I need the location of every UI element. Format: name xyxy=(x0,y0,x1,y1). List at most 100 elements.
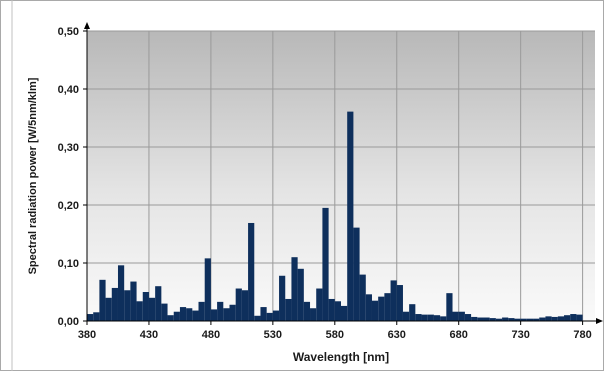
x-tick-label: 630 xyxy=(388,329,406,341)
bar xyxy=(446,293,453,321)
bar xyxy=(155,286,162,321)
x-tick-label: 430 xyxy=(140,329,158,341)
bar xyxy=(347,111,354,322)
y-axis-label: Spectral radiation power [W/5nm/klm] xyxy=(27,77,39,274)
bar xyxy=(371,300,379,321)
bar xyxy=(508,318,515,321)
bar xyxy=(310,308,317,321)
bar xyxy=(334,301,341,321)
bars-group xyxy=(87,111,583,322)
bar xyxy=(285,298,292,321)
bar xyxy=(322,207,329,321)
bar xyxy=(204,258,211,321)
bar xyxy=(179,307,187,321)
bar xyxy=(489,318,496,321)
bar xyxy=(148,297,156,321)
x-tick-label: 580 xyxy=(326,329,344,341)
x-tick-label: 380 xyxy=(78,329,96,341)
bar xyxy=(223,308,230,321)
bar xyxy=(440,316,447,321)
bar xyxy=(117,265,125,321)
bar xyxy=(235,288,242,321)
bar xyxy=(229,304,236,321)
y-tick-label: 0,40 xyxy=(58,84,79,96)
bar xyxy=(409,304,416,321)
bar xyxy=(452,311,459,321)
bar xyxy=(248,222,255,321)
bar xyxy=(390,280,397,321)
bar xyxy=(136,301,143,321)
x-tick-label: 730 xyxy=(511,329,529,341)
bar xyxy=(539,317,546,321)
bar xyxy=(415,314,422,321)
y-tick-label: 0,30 xyxy=(58,142,79,154)
bar xyxy=(564,315,571,321)
bar xyxy=(464,314,472,321)
bar xyxy=(477,317,484,321)
bar xyxy=(260,307,267,321)
bar xyxy=(402,311,410,321)
axes xyxy=(84,22,603,324)
bar xyxy=(514,318,521,321)
y-tick-label: 0,50 xyxy=(58,26,79,38)
x-axis-arrow xyxy=(596,318,603,324)
bar xyxy=(316,288,323,321)
bar xyxy=(210,309,218,321)
bar xyxy=(279,275,286,321)
bar xyxy=(365,294,372,321)
bar xyxy=(217,301,224,321)
bar xyxy=(502,317,509,321)
bar xyxy=(526,318,534,321)
grid xyxy=(87,30,595,321)
bar xyxy=(87,314,94,321)
bar xyxy=(551,316,558,321)
bar xyxy=(458,311,465,321)
bar xyxy=(167,315,174,321)
bar xyxy=(186,308,193,321)
bar xyxy=(576,314,583,321)
plot-area xyxy=(87,31,595,321)
bar xyxy=(384,293,391,321)
bar xyxy=(99,279,106,321)
bar xyxy=(105,297,112,321)
tick-labels: 380 430 480 530 580 630 680 730 780 0,00 0,10 0,20 0… xyxy=(58,26,592,341)
bar xyxy=(433,315,441,321)
bar xyxy=(142,292,149,321)
bar xyxy=(427,314,434,321)
bar xyxy=(303,301,311,321)
bar xyxy=(359,274,366,321)
bar xyxy=(173,311,180,321)
bar xyxy=(341,305,348,321)
bar xyxy=(570,314,577,321)
bar xyxy=(520,318,527,321)
bar xyxy=(353,227,360,321)
y-tick-label: 0,10 xyxy=(58,258,79,270)
bar xyxy=(266,312,273,321)
bar xyxy=(254,315,261,321)
bar xyxy=(545,316,552,321)
bar xyxy=(483,317,490,321)
bar xyxy=(378,296,385,321)
bar xyxy=(124,290,131,321)
x-tick-label: 480 xyxy=(202,329,220,341)
bar xyxy=(272,310,280,321)
bar xyxy=(241,290,249,321)
bar xyxy=(328,298,335,321)
bar xyxy=(198,301,205,321)
bar xyxy=(421,314,428,321)
bar xyxy=(192,310,199,321)
bar xyxy=(533,318,540,321)
bar xyxy=(396,285,403,321)
y-tick-label: 0,20 xyxy=(58,200,79,212)
x-axis-label: Wavelength [nm] xyxy=(293,350,389,364)
bar xyxy=(93,312,100,321)
bar xyxy=(297,268,304,321)
bar xyxy=(495,318,503,321)
x-tick-label: 530 xyxy=(264,329,282,341)
bar xyxy=(291,257,298,321)
y-axis-arrow xyxy=(84,22,90,29)
x-tick-label: 680 xyxy=(450,329,468,341)
bar xyxy=(161,303,168,321)
x-tick-label: 780 xyxy=(573,329,591,341)
